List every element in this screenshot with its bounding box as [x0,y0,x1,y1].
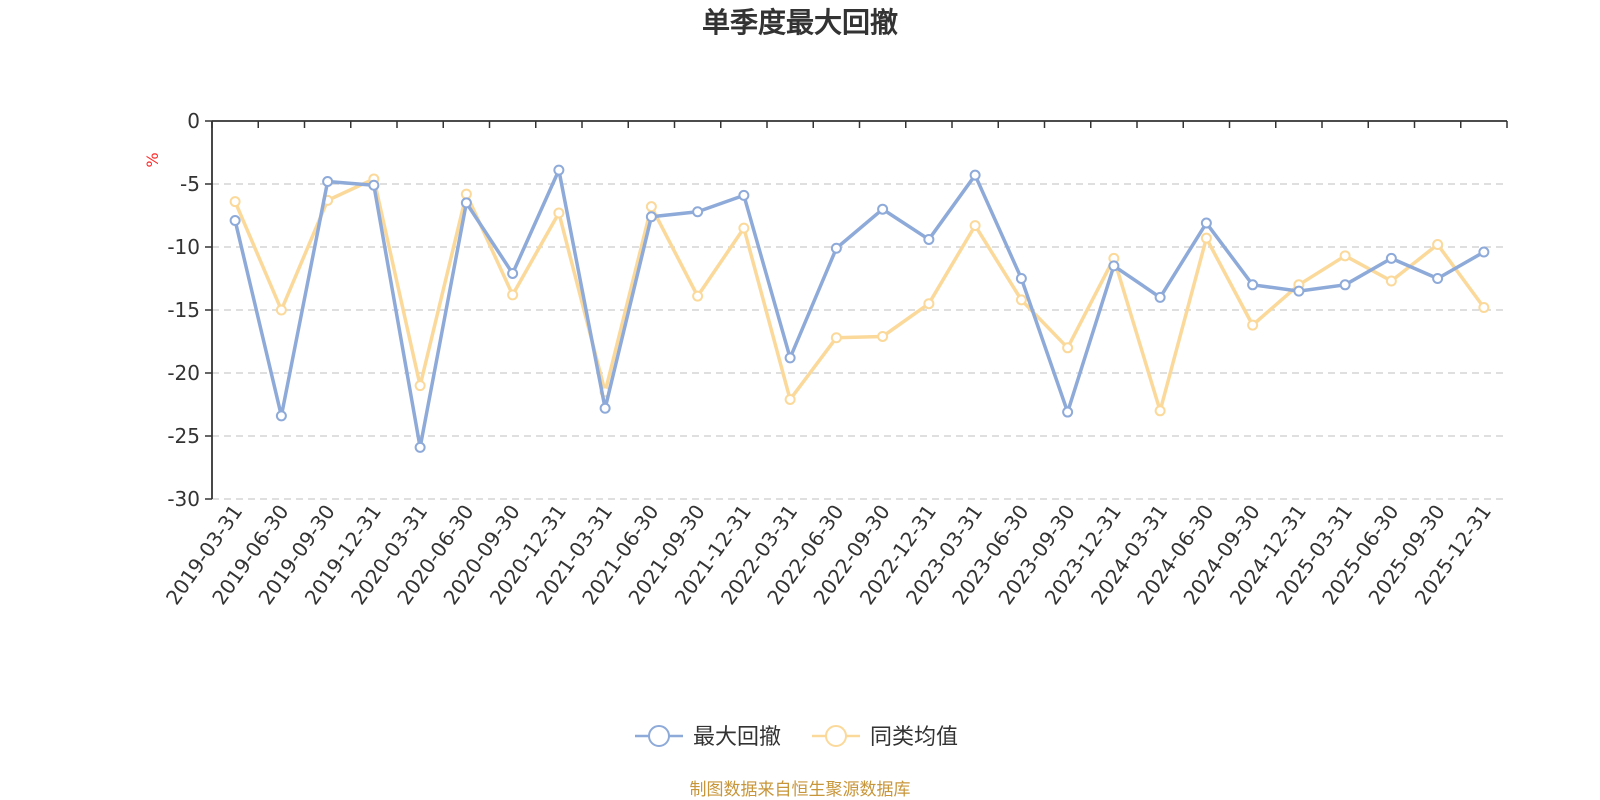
data-point[interactable] [1062,342,1074,354]
data-point[interactable] [414,380,426,392]
data-point[interactable] [1339,279,1351,291]
data-point[interactable] [1432,273,1444,284]
data-point[interactable] [322,175,334,187]
data-point[interactable] [738,189,750,201]
data-point[interactable] [1247,319,1259,331]
data-point[interactable] [923,298,935,310]
data-point[interactable] [692,290,704,302]
data-point[interactable] [1432,238,1444,250]
legend-label: 最大回撤 [693,725,781,750]
data-point[interactable] [507,267,519,279]
data-point[interactable] [507,289,519,301]
y-tick-label: -25 [167,424,200,448]
legend-label: 同类均值 [870,725,958,750]
data-point[interactable] [599,402,611,414]
data-point[interactable] [1108,260,1120,272]
data-point[interactable] [1200,217,1212,229]
grid-lines [212,183,1507,500]
data-point[interactable] [738,222,750,234]
chart-title: 单季度最大回撤 [702,6,898,39]
data-point[interactable] [1247,279,1259,291]
data-point[interactable] [877,203,889,215]
series-2 [229,173,1490,417]
y-tick-label: -20 [167,361,200,385]
data-point[interactable] [830,332,842,344]
legend-item[interactable]: 同类均值 [812,725,958,750]
data-point[interactable] [1293,285,1305,297]
legend[interactable]: 最大回撤 同类均值 [635,725,958,750]
data-point[interactable] [1154,405,1166,417]
data-point[interactable] [645,201,657,213]
data-point[interactable] [969,220,981,232]
data-point[interactable] [784,352,796,364]
data-point[interactable] [969,169,981,181]
series-layer [229,164,1490,453]
data-point[interactable] [1015,294,1027,306]
data-point[interactable] [414,441,426,453]
y-tick-label: -15 [167,298,200,322]
legend-circle-icon [648,725,670,747]
data-point[interactable] [275,410,287,422]
data-point[interactable] [460,188,472,200]
data-point[interactable] [923,233,935,245]
data-point[interactable] [275,304,287,316]
data-point[interactable] [645,211,657,223]
data-point[interactable] [368,179,380,191]
y-tick-label: -30 [167,487,200,511]
series-line [233,168,1485,450]
y-tick-label: 0 [187,109,200,133]
data-point[interactable] [1154,291,1166,303]
data-point[interactable] [1339,250,1351,262]
y-tick-label: -10 [167,235,200,259]
data-point[interactable] [1062,406,1074,418]
data-point[interactable] [460,197,472,209]
data-point[interactable] [1385,252,1397,264]
data-point[interactable] [1385,275,1397,287]
y-axis-unit: % [143,152,162,167]
data-point[interactable] [553,164,565,176]
data-point[interactable] [1478,246,1490,258]
data-point[interactable] [229,196,241,208]
legend-item[interactable]: 最大回撤 [635,725,781,750]
data-point[interactable] [692,206,704,218]
data-point[interactable] [229,215,241,227]
data-point[interactable] [830,242,842,254]
data-point[interactable] [1478,301,1490,313]
data-source-note: 制图数据来自恒生聚源数据库 [690,780,911,800]
data-point[interactable] [553,207,565,219]
data-point[interactable] [784,393,796,405]
legend-circle-icon [825,725,847,747]
data-point[interactable] [1015,273,1027,284]
series-line [233,177,1486,413]
data-point[interactable] [877,330,889,342]
series-1 [229,164,1490,453]
y-tick-label: -5 [180,172,200,196]
data-point[interactable] [1200,232,1212,244]
